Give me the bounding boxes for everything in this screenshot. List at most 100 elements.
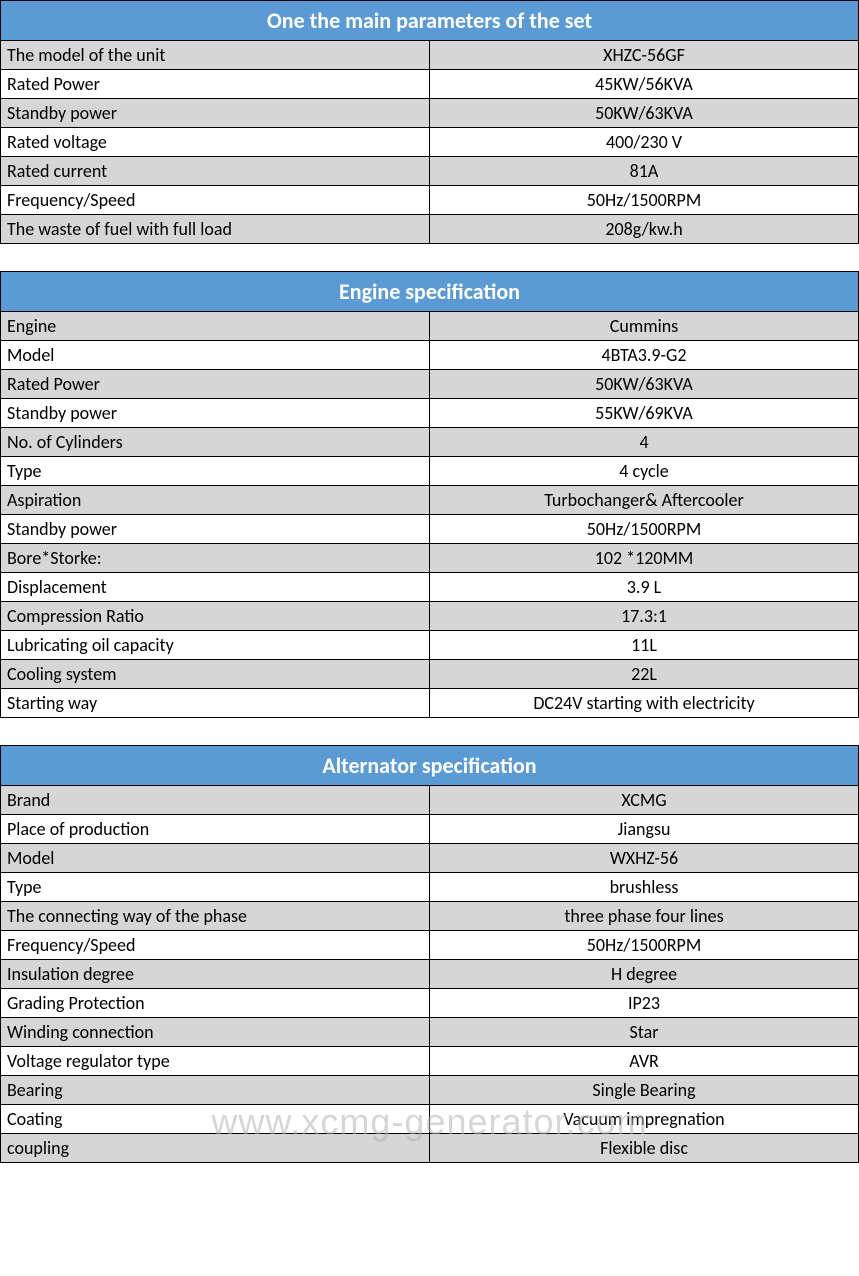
row-label: The waste of fuel with full load [1, 215, 430, 244]
table-row: Bore*Storke:102 *120MM [1, 544, 859, 573]
row-label: Brand [1, 786, 430, 815]
row-label: The connecting way of the phase [1, 902, 430, 931]
table-row: Winding connectionStar [1, 1018, 859, 1047]
row-label: Coating [1, 1105, 430, 1134]
row-label: Starting way [1, 689, 430, 718]
row-value: Vacuum impregnation [430, 1105, 859, 1134]
row-value: 3.9 L [430, 573, 859, 602]
table-row: Voltage regulator typeAVR [1, 1047, 859, 1076]
row-value: 50Hz/1500RPM [430, 186, 859, 215]
table-row: AspirationTurbochanger& Aftercooler [1, 486, 859, 515]
row-value: XHZC-56GF [430, 41, 859, 70]
table-row: Frequency/Speed50Hz/1500RPM [1, 931, 859, 960]
row-value: 4 [430, 428, 859, 457]
row-value: XCMG [430, 786, 859, 815]
row-label: Standby power [1, 399, 430, 428]
table-row: Displacement3.9 L [1, 573, 859, 602]
row-value: 50Hz/1500RPM [430, 515, 859, 544]
table-row: couplingFlexible disc [1, 1134, 859, 1163]
table-row: Insulation degreeH degree [1, 960, 859, 989]
table-row: The model of the unitXHZC-56GF [1, 41, 859, 70]
table-row: Lubricating oil capacity11L [1, 631, 859, 660]
table-row: Grading ProtectionIP23 [1, 989, 859, 1018]
row-value: Cummins [430, 312, 859, 341]
row-label: Bearing [1, 1076, 430, 1105]
row-label: Model [1, 844, 430, 873]
table-row: BearingSingle Bearing [1, 1076, 859, 1105]
row-label: Frequency/Speed [1, 186, 430, 215]
row-value: WXHZ-56 [430, 844, 859, 873]
row-value: H degree [430, 960, 859, 989]
row-label: Place of production [1, 815, 430, 844]
table-row: Rated voltage400/230 V [1, 128, 859, 157]
row-value: Flexible disc [430, 1134, 859, 1163]
table-row: Standby power55KW/69KVA [1, 399, 859, 428]
row-value: 208g/kw.h [430, 215, 859, 244]
section-spacer [1, 244, 859, 272]
row-value: 102 *120MM [430, 544, 859, 573]
table-row: The waste of fuel with full load208g/kw.… [1, 215, 859, 244]
row-value: AVR [430, 1047, 859, 1076]
row-label: Compression Ratio [1, 602, 430, 631]
table-row: The connecting way of the phasethree pha… [1, 902, 859, 931]
table-row: Model4BTA3.9-G2 [1, 341, 859, 370]
section-header: Alternator specification [1, 746, 859, 786]
row-label: Frequency/Speed [1, 931, 430, 960]
row-value: three phase four lines [430, 902, 859, 931]
row-value: 50KW/63KVA [430, 99, 859, 128]
row-label: The model of the unit [1, 41, 430, 70]
row-value: 11L [430, 631, 859, 660]
table-row: Rated current81A [1, 157, 859, 186]
row-value: 22L [430, 660, 859, 689]
row-label: Rated current [1, 157, 430, 186]
row-label: Cooling system [1, 660, 430, 689]
table-row: Compression Ratio17.3:1 [1, 602, 859, 631]
table-row: Standby power50KW/63KVA [1, 99, 859, 128]
table-row: Place of productionJiangsu [1, 815, 859, 844]
table-row: No. of Cylinders4 [1, 428, 859, 457]
row-label: Engine [1, 312, 430, 341]
row-value: Star [430, 1018, 859, 1047]
row-label: Lubricating oil capacity [1, 631, 430, 660]
row-label: Voltage regulator type [1, 1047, 430, 1076]
row-label: Winding connection [1, 1018, 430, 1047]
row-label: Model [1, 341, 430, 370]
row-value: 4 cycle [430, 457, 859, 486]
row-value: IP23 [430, 989, 859, 1018]
section-spacer [1, 718, 859, 746]
row-label: No. of Cylinders [1, 428, 430, 457]
row-value: Jiangsu [430, 815, 859, 844]
row-value: DC24V starting with electricity [430, 689, 859, 718]
row-label: Standby power [1, 515, 430, 544]
row-value: Turbochanger& Aftercooler [430, 486, 859, 515]
table-row: Frequency/Speed50Hz/1500RPM [1, 186, 859, 215]
row-value: 50Hz/1500RPM [430, 931, 859, 960]
row-value: brushless [430, 873, 859, 902]
row-label: Bore*Storke: [1, 544, 430, 573]
row-value: 17.3:1 [430, 602, 859, 631]
row-label: Type [1, 873, 430, 902]
row-label: Displacement [1, 573, 430, 602]
table-row: ModelWXHZ-56 [1, 844, 859, 873]
table-row: CoatingVacuum impregnation [1, 1105, 859, 1134]
row-label: Rated Power [1, 70, 430, 99]
row-label: Standby power [1, 99, 430, 128]
table-row: Type4 cycle [1, 457, 859, 486]
table-row: Rated Power45KW/56KVA [1, 70, 859, 99]
row-label: Rated voltage [1, 128, 430, 157]
table-row: BrandXCMG [1, 786, 859, 815]
table-row: Cooling system22L [1, 660, 859, 689]
table-row: Standby power50Hz/1500RPM [1, 515, 859, 544]
row-label: coupling [1, 1134, 430, 1163]
spec-table: One the main parameters of the setThe mo… [0, 0, 859, 1163]
table-row: EngineCummins [1, 312, 859, 341]
row-value: 50KW/63KVA [430, 370, 859, 399]
spec-tables: One the main parameters of the setThe mo… [0, 0, 859, 1163]
row-value: Single Bearing [430, 1076, 859, 1105]
row-value: 4BTA3.9-G2 [430, 341, 859, 370]
section-header: Engine specification [1, 272, 859, 312]
row-value: 81A [430, 157, 859, 186]
row-label: Grading Protection [1, 989, 430, 1018]
row-label: Type [1, 457, 430, 486]
table-row: Rated Power50KW/63KVA [1, 370, 859, 399]
